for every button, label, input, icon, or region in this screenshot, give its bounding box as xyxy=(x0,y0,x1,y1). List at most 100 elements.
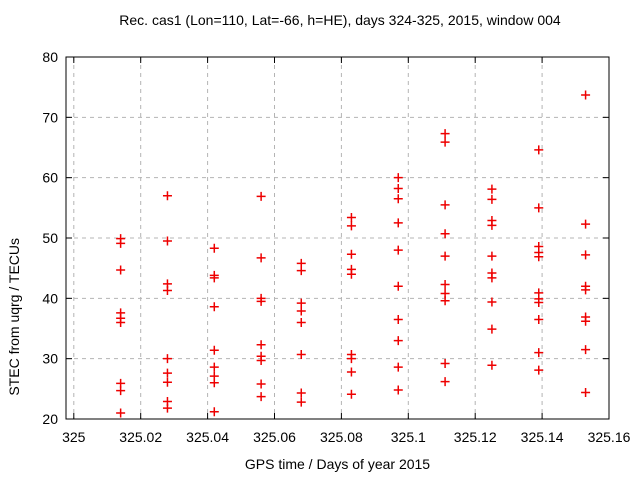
data-point xyxy=(581,90,591,100)
x-tick-label: 325.14 xyxy=(521,429,564,445)
data-point xyxy=(487,220,497,230)
y-tick-label: 30 xyxy=(42,351,58,367)
data-point xyxy=(581,316,591,326)
data-point xyxy=(209,362,219,372)
data-point xyxy=(487,360,497,370)
data-point xyxy=(581,285,591,295)
data-point xyxy=(296,388,306,398)
data-point xyxy=(296,298,306,308)
x-tick-label: 325.02 xyxy=(119,429,162,445)
x-tick-label: 325.1 xyxy=(391,429,426,445)
x-tick-label: 325.12 xyxy=(454,429,497,445)
data-point xyxy=(440,358,450,368)
data-point xyxy=(393,245,403,255)
data-point xyxy=(581,219,591,229)
data-point xyxy=(162,403,172,413)
data-point xyxy=(209,407,219,417)
y-tick-label: 70 xyxy=(42,109,58,125)
data-point xyxy=(581,387,591,397)
data-point xyxy=(534,145,544,155)
data-point xyxy=(209,243,219,253)
data-point xyxy=(393,184,403,194)
data-point xyxy=(581,250,591,260)
data-point xyxy=(162,191,172,201)
data-point xyxy=(116,317,126,327)
data-point xyxy=(440,137,450,147)
data-point xyxy=(256,296,266,306)
x-tick-label: 325.08 xyxy=(320,429,363,445)
data-point xyxy=(440,296,450,306)
data-point xyxy=(116,238,126,248)
data-point xyxy=(296,349,306,359)
y-tick-label: 60 xyxy=(42,170,58,186)
data-point xyxy=(162,354,172,364)
data-point xyxy=(440,200,450,210)
data-point xyxy=(116,408,126,418)
data-point xyxy=(116,386,126,396)
data-point xyxy=(209,273,219,283)
chart-title: Rec. cas1 (Lon=110, Lat=-66, h=HE), days… xyxy=(119,12,561,28)
y-tick-label: 40 xyxy=(42,290,58,306)
x-tick-label: 325 xyxy=(62,429,86,445)
data-point xyxy=(487,194,497,204)
data-point xyxy=(256,191,266,201)
data-point xyxy=(393,314,403,324)
data-point xyxy=(440,279,450,289)
data-point xyxy=(209,345,219,355)
x-tick-label: 325.16 xyxy=(588,429,631,445)
data-point xyxy=(487,251,497,261)
data-point xyxy=(296,317,306,327)
data-point xyxy=(346,389,356,399)
data-point xyxy=(346,354,356,364)
x-axis-label: GPS time / Days of year 2015 xyxy=(244,456,431,472)
y-tick-label: 50 xyxy=(42,230,58,246)
data-point xyxy=(534,203,544,213)
data-point xyxy=(162,377,172,387)
data-point xyxy=(534,314,544,324)
data-point xyxy=(440,251,450,261)
data-point xyxy=(393,281,403,291)
data-point xyxy=(256,355,266,365)
data-point xyxy=(487,324,497,334)
data-point xyxy=(393,385,403,395)
data-point xyxy=(346,221,356,231)
data-point xyxy=(296,266,306,276)
data-point xyxy=(346,212,356,222)
data-point xyxy=(487,297,497,307)
data-point xyxy=(256,253,266,263)
data-point xyxy=(487,184,497,194)
data-point xyxy=(487,273,497,283)
data-point xyxy=(534,298,544,308)
data-point xyxy=(162,285,172,295)
data-point xyxy=(393,336,403,346)
data-point xyxy=(296,306,306,316)
y-tick-label: 20 xyxy=(42,411,58,427)
data-point xyxy=(393,362,403,372)
data-point xyxy=(393,194,403,204)
data-point xyxy=(393,218,403,228)
x-tick-label: 325.04 xyxy=(186,429,229,445)
y-tick-label: 80 xyxy=(42,49,58,65)
data-point xyxy=(116,265,126,275)
data-point xyxy=(534,252,544,262)
data-point xyxy=(346,269,356,279)
data-point xyxy=(256,392,266,402)
x-tick-label: 325.06 xyxy=(253,429,296,445)
data-point xyxy=(534,365,544,375)
data-point xyxy=(256,379,266,389)
data-point xyxy=(393,173,403,183)
data-point xyxy=(209,302,219,312)
data-point xyxy=(440,129,450,139)
data-point xyxy=(346,249,356,259)
data-point xyxy=(209,378,219,388)
data-point xyxy=(440,377,450,387)
data-point xyxy=(296,397,306,407)
data-point xyxy=(440,229,450,239)
data-point xyxy=(346,367,356,377)
data-point xyxy=(162,368,172,378)
data-point xyxy=(581,345,591,355)
data-point xyxy=(256,340,266,350)
data-point xyxy=(534,348,544,358)
